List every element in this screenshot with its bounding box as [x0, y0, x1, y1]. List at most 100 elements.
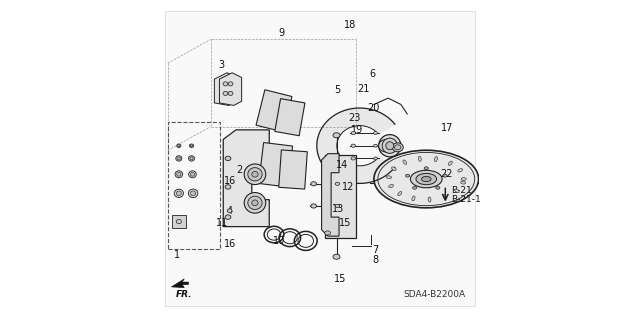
Text: 1: 1	[174, 250, 180, 260]
Ellipse shape	[410, 170, 442, 188]
Text: 14: 14	[336, 160, 348, 170]
Ellipse shape	[248, 196, 262, 210]
Ellipse shape	[252, 172, 258, 177]
Ellipse shape	[461, 178, 466, 180]
Ellipse shape	[392, 143, 403, 152]
Polygon shape	[214, 73, 237, 105]
Ellipse shape	[174, 189, 184, 197]
Text: B-21: B-21	[451, 186, 472, 195]
Polygon shape	[279, 150, 307, 189]
Ellipse shape	[386, 142, 394, 150]
Polygon shape	[259, 142, 292, 187]
Ellipse shape	[351, 144, 356, 147]
Ellipse shape	[252, 200, 258, 206]
Text: 6: 6	[369, 69, 376, 79]
Ellipse shape	[244, 164, 266, 185]
Ellipse shape	[374, 144, 378, 147]
Ellipse shape	[190, 145, 193, 147]
Text: 16: 16	[223, 239, 236, 249]
Text: 5: 5	[333, 85, 340, 95]
Ellipse shape	[190, 157, 193, 160]
Ellipse shape	[223, 82, 228, 86]
Ellipse shape	[458, 169, 463, 172]
Ellipse shape	[228, 82, 233, 86]
Text: 15: 15	[335, 274, 347, 284]
Ellipse shape	[379, 135, 401, 157]
Ellipse shape	[311, 204, 317, 208]
Ellipse shape	[227, 209, 232, 213]
Ellipse shape	[244, 193, 266, 213]
Ellipse shape	[225, 185, 231, 189]
Text: 17: 17	[441, 123, 453, 133]
Text: 13: 13	[332, 204, 344, 214]
Ellipse shape	[333, 133, 340, 138]
Text: 18: 18	[344, 20, 356, 30]
Ellipse shape	[188, 189, 198, 197]
Ellipse shape	[223, 91, 228, 95]
Text: 21: 21	[357, 84, 370, 94]
Ellipse shape	[311, 182, 317, 186]
Text: 4: 4	[227, 206, 233, 216]
Text: 12: 12	[342, 182, 355, 192]
Text: 19: 19	[351, 125, 364, 135]
Ellipse shape	[228, 91, 233, 95]
Text: 16: 16	[223, 176, 236, 186]
Text: 2: 2	[236, 164, 242, 174]
Text: 3: 3	[219, 60, 225, 70]
Ellipse shape	[406, 174, 410, 177]
Ellipse shape	[454, 189, 459, 193]
Ellipse shape	[189, 144, 193, 148]
Ellipse shape	[413, 186, 417, 189]
Text: B-21-1: B-21-1	[451, 195, 481, 204]
Polygon shape	[172, 279, 188, 288]
Ellipse shape	[436, 186, 440, 189]
Text: FR.: FR.	[176, 290, 193, 299]
Ellipse shape	[388, 184, 394, 188]
Ellipse shape	[397, 192, 402, 196]
Ellipse shape	[335, 204, 340, 208]
Ellipse shape	[422, 176, 431, 182]
Ellipse shape	[374, 157, 378, 160]
Polygon shape	[256, 90, 292, 132]
Text: SDA4-B2200A: SDA4-B2200A	[404, 290, 466, 299]
Polygon shape	[324, 155, 356, 238]
Ellipse shape	[176, 156, 182, 161]
Text: 11: 11	[216, 219, 228, 228]
Ellipse shape	[443, 174, 447, 177]
Ellipse shape	[374, 132, 378, 134]
Text: 9: 9	[279, 28, 285, 38]
Polygon shape	[321, 154, 339, 236]
Ellipse shape	[351, 132, 356, 135]
Ellipse shape	[333, 254, 340, 259]
Ellipse shape	[177, 144, 181, 148]
Polygon shape	[223, 130, 269, 227]
Ellipse shape	[419, 156, 421, 161]
Ellipse shape	[394, 145, 401, 150]
Ellipse shape	[190, 172, 195, 176]
Polygon shape	[275, 99, 305, 136]
Ellipse shape	[444, 195, 447, 199]
Bar	[172, 215, 186, 228]
Ellipse shape	[379, 140, 394, 152]
Polygon shape	[220, 73, 242, 105]
Ellipse shape	[374, 150, 479, 208]
Ellipse shape	[191, 191, 196, 196]
Ellipse shape	[435, 157, 438, 162]
Ellipse shape	[176, 191, 181, 196]
Bar	[168, 122, 220, 249]
Ellipse shape	[189, 156, 195, 161]
Ellipse shape	[177, 172, 181, 176]
Text: 8: 8	[372, 255, 379, 265]
Ellipse shape	[335, 182, 340, 185]
Ellipse shape	[189, 171, 196, 178]
Ellipse shape	[416, 173, 436, 185]
Text: 7: 7	[372, 245, 379, 255]
Ellipse shape	[387, 176, 392, 179]
Text: 20: 20	[367, 103, 379, 113]
Polygon shape	[317, 108, 395, 183]
Ellipse shape	[225, 215, 231, 219]
Ellipse shape	[175, 171, 182, 178]
Ellipse shape	[403, 160, 406, 164]
Text: 22: 22	[440, 169, 453, 179]
Ellipse shape	[324, 231, 330, 235]
